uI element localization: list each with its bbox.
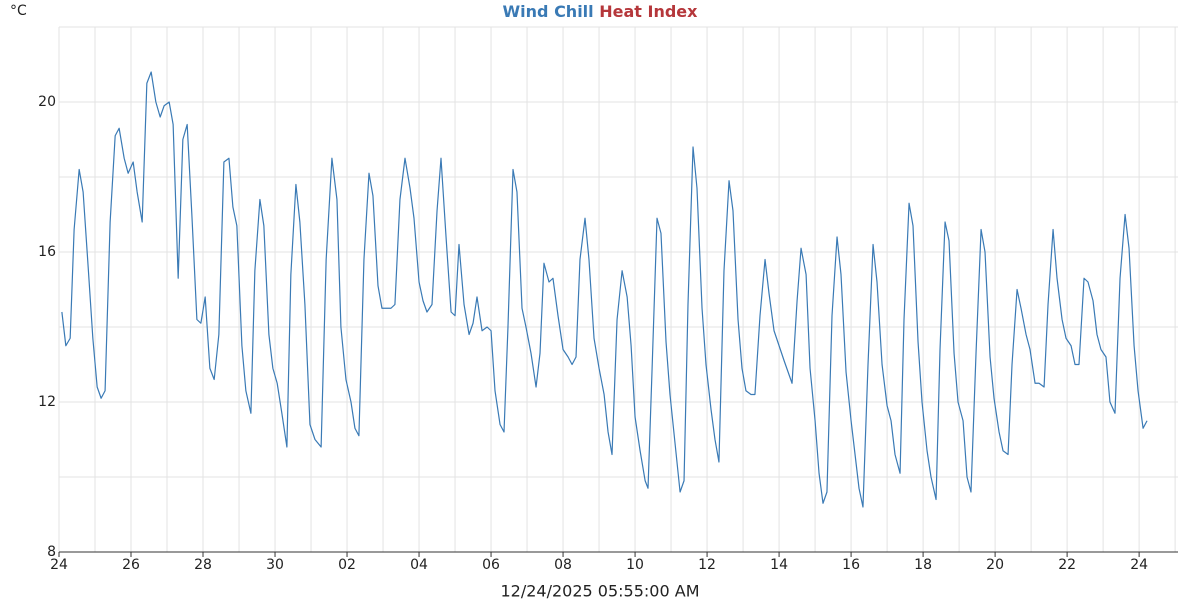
y-tick-label: 16 bbox=[38, 244, 56, 260]
x-tick-label: 10 bbox=[626, 557, 644, 573]
x-tick-label: 12 bbox=[698, 557, 716, 573]
x-tick-label: 08 bbox=[554, 557, 572, 573]
series-line bbox=[61, 71, 1148, 508]
legend: Wind Chill Heat Index bbox=[503, 2, 699, 21]
x-tick-label: 04 bbox=[410, 557, 428, 573]
x-tick-label: 30 bbox=[266, 557, 284, 573]
x-tick-label: 20 bbox=[986, 557, 1004, 573]
y-unit: °C bbox=[10, 3, 27, 19]
x-tick-label: 24 bbox=[1130, 557, 1148, 573]
y-tick-label: 20 bbox=[38, 94, 56, 110]
x-tick-label: 06 bbox=[482, 557, 500, 573]
x-tick-label: 24 bbox=[50, 557, 68, 573]
x-tick-label: 22 bbox=[1058, 557, 1076, 573]
x-tick-label: 26 bbox=[122, 557, 140, 573]
legend-entry[interactable]: Heat Index bbox=[599, 2, 698, 21]
x-tick-label: 16 bbox=[842, 557, 860, 573]
x-tick-label: 14 bbox=[770, 557, 788, 573]
y-tick-label: 12 bbox=[38, 394, 56, 410]
x-tick-label: 18 bbox=[914, 557, 932, 573]
x-tick-label: 28 bbox=[194, 557, 212, 573]
legend-entry[interactable]: Wind Chill bbox=[503, 2, 594, 21]
x-tick-label: 02 bbox=[338, 557, 356, 573]
y-tick-label: 8 bbox=[47, 544, 56, 560]
x-axis-label: 12/24/2025 05:55:00 AM bbox=[501, 582, 700, 600]
